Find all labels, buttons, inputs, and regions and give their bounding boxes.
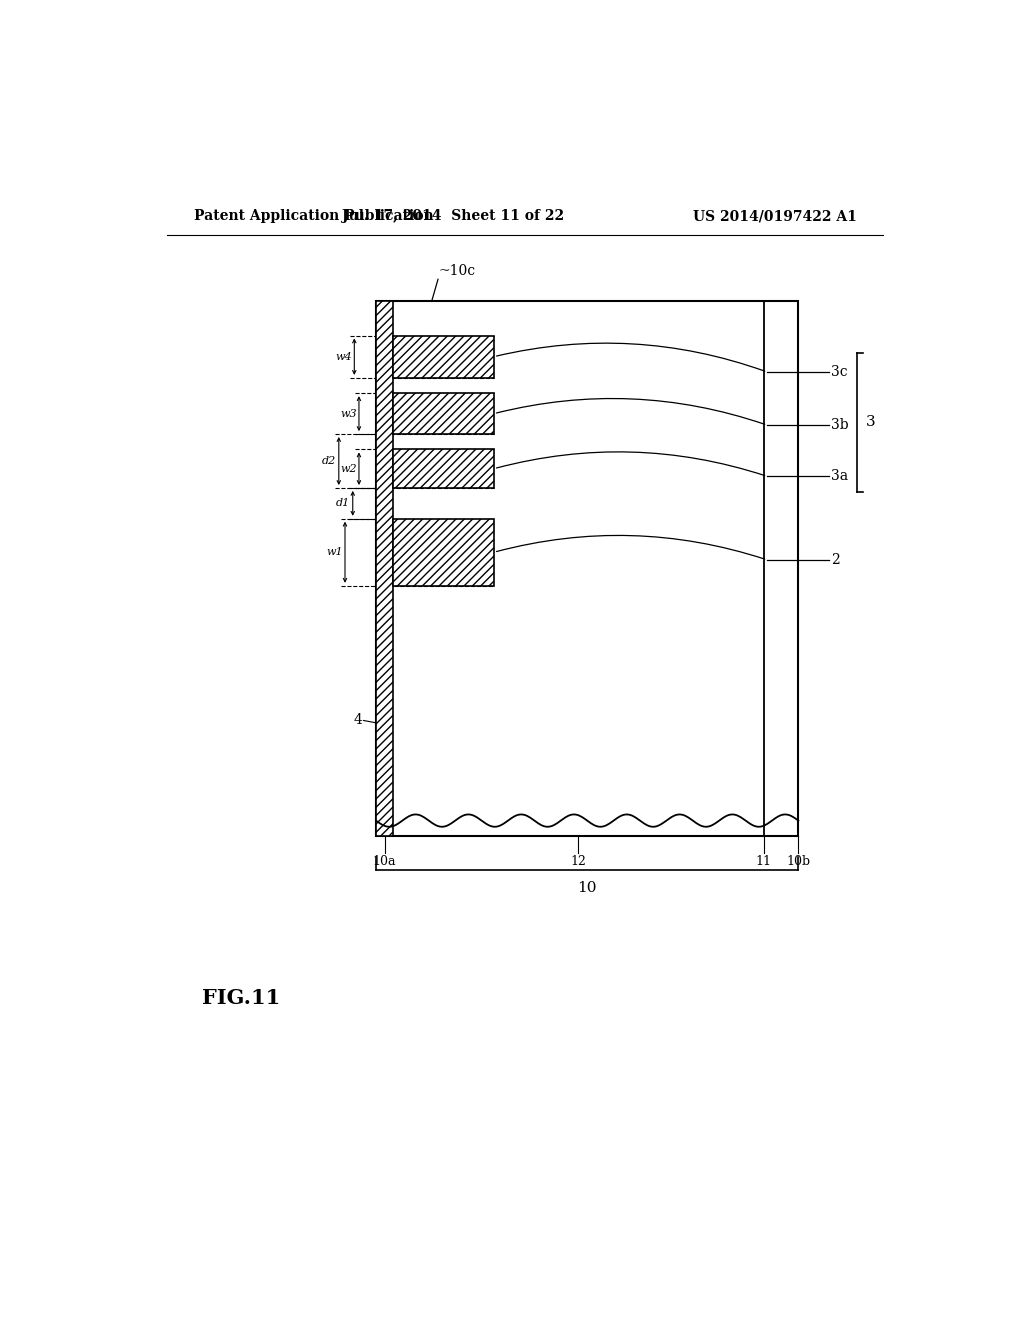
Text: 12: 12 (570, 855, 586, 869)
Bar (376, 301, 393, 836)
Text: 10a: 10a (373, 855, 396, 869)
Text: 3c: 3c (830, 366, 848, 379)
Text: 2: 2 (830, 553, 840, 568)
Text: 4: 4 (353, 714, 362, 727)
Text: w1: w1 (326, 548, 343, 557)
Text: US 2014/0197422 A1: US 2014/0197422 A1 (692, 209, 856, 223)
Text: 10: 10 (578, 882, 597, 895)
Text: w4: w4 (335, 351, 352, 362)
Text: Patent Application Publication: Patent Application Publication (194, 209, 433, 223)
Bar (393, 393, 494, 434)
Text: d1: d1 (336, 499, 350, 508)
Bar (393, 519, 494, 586)
Text: d2: d2 (323, 455, 337, 466)
Text: 10b: 10b (786, 855, 810, 869)
Text: 11: 11 (756, 855, 771, 869)
Text: Jul. 17, 2014  Sheet 11 of 22: Jul. 17, 2014 Sheet 11 of 22 (342, 209, 564, 223)
Bar (393, 449, 494, 488)
Bar (393, 335, 494, 378)
Text: 3: 3 (866, 416, 876, 429)
Text: ~10c: ~10c (438, 264, 475, 277)
Text: 3b: 3b (830, 418, 849, 432)
Text: w3: w3 (340, 409, 356, 418)
Bar (376, 301, 799, 836)
Text: w2: w2 (340, 463, 356, 474)
Text: FIG.11: FIG.11 (202, 987, 280, 1007)
Text: 3a: 3a (830, 470, 848, 483)
